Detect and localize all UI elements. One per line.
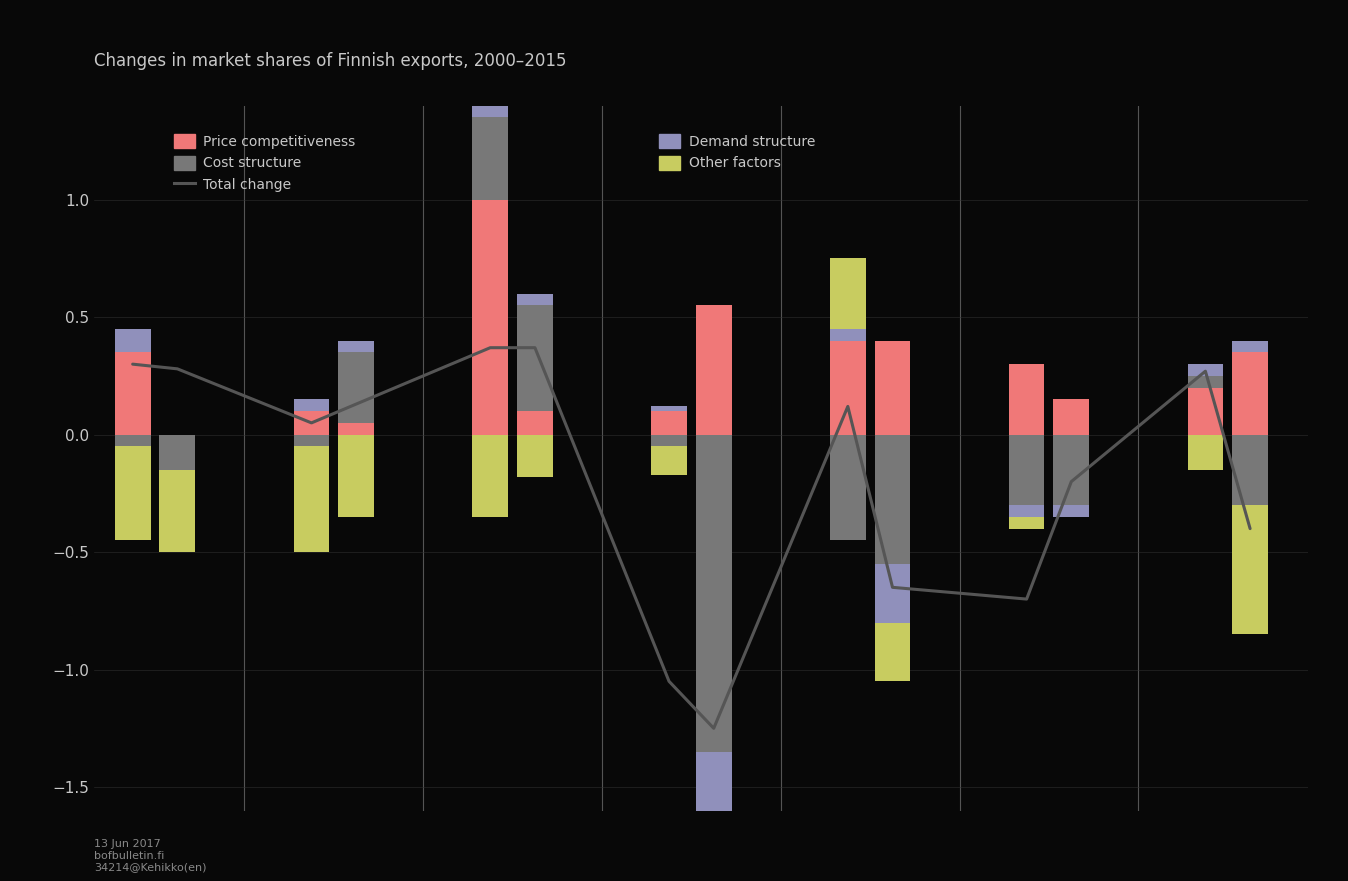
Bar — [1232, 505, 1268, 634]
Bar — [1053, 399, 1089, 434]
Bar — [830, 258, 865, 329]
Bar — [472, 434, 508, 517]
Bar — [159, 434, 195, 470]
Bar — [115, 447, 151, 540]
Bar — [338, 352, 373, 423]
Bar — [830, 329, 865, 341]
Bar — [830, 434, 865, 540]
Bar — [1188, 388, 1223, 434]
Bar — [1008, 517, 1045, 529]
Bar — [875, 623, 910, 681]
Bar — [1008, 434, 1045, 505]
Bar — [875, 434, 910, 564]
Bar — [696, 751, 732, 846]
Bar — [651, 406, 687, 411]
Bar — [338, 434, 373, 517]
Bar — [338, 341, 373, 352]
Bar — [696, 434, 732, 751]
Bar — [875, 341, 910, 434]
Bar — [518, 434, 553, 477]
Bar — [472, 117, 508, 200]
Legend: Demand structure, Other factors: Demand structure, Other factors — [659, 134, 816, 170]
Bar — [696, 306, 732, 434]
Bar — [1188, 364, 1223, 376]
Bar — [115, 352, 151, 434]
Bar — [472, 106, 508, 117]
Bar — [294, 447, 329, 552]
Bar — [1053, 505, 1089, 517]
Bar — [830, 341, 865, 434]
Bar — [1008, 505, 1045, 517]
Bar — [518, 293, 553, 306]
Bar — [115, 329, 151, 352]
Bar — [1008, 364, 1045, 434]
Bar — [1188, 434, 1223, 470]
Bar — [294, 411, 329, 434]
Bar — [472, 200, 508, 434]
Bar — [651, 434, 687, 447]
Bar — [294, 434, 329, 447]
Bar — [159, 470, 195, 552]
Bar — [294, 399, 329, 411]
Text: Changes in market shares of Finnish exports, 2000–2015: Changes in market shares of Finnish expo… — [94, 53, 568, 70]
Bar — [1232, 352, 1268, 434]
Bar — [1232, 434, 1268, 505]
Text: 13 Jun 2017
bofbulletin.fi
34214@Kehikko(en): 13 Jun 2017 bofbulletin.fi 34214@Kehikko… — [94, 839, 206, 872]
Bar — [518, 411, 553, 434]
Bar — [1232, 341, 1268, 352]
Bar — [651, 411, 687, 434]
Bar — [875, 564, 910, 623]
Bar — [696, 846, 732, 881]
Bar — [1188, 376, 1223, 388]
Bar — [115, 434, 151, 447]
Bar — [1053, 434, 1089, 505]
Bar — [518, 306, 553, 411]
Bar — [651, 447, 687, 475]
Bar — [338, 423, 373, 434]
